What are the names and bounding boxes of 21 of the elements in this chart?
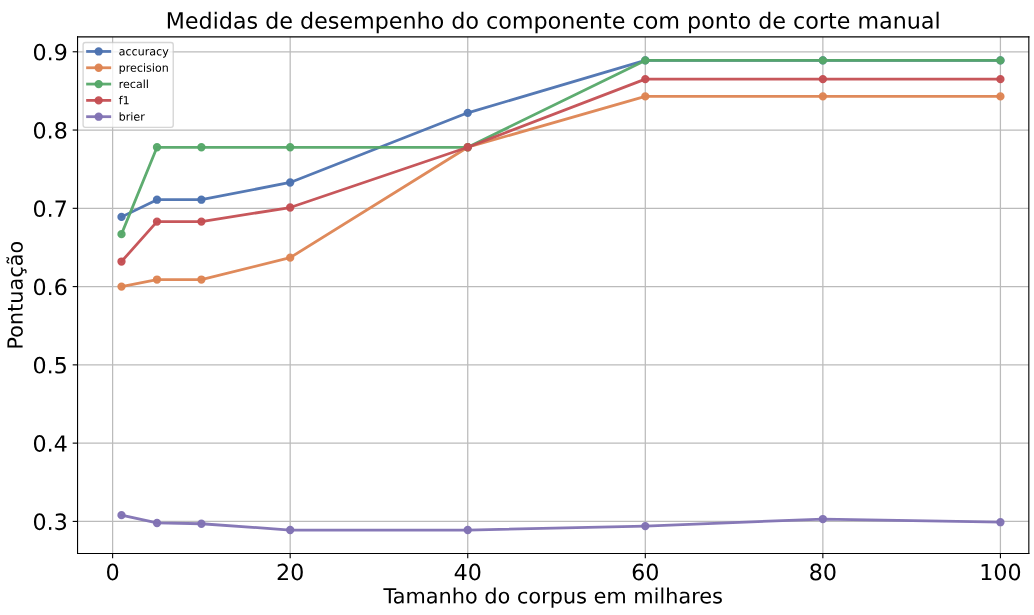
x-tick-label: 40 bbox=[454, 563, 481, 581]
legend-label: accuracy bbox=[119, 49, 169, 58]
x-tick-label: 100 bbox=[981, 563, 1021, 581]
legend-label: brier bbox=[119, 112, 145, 121]
x-tick-label: 60 bbox=[632, 563, 658, 581]
x-axis-title: Tamanho do corpus em milhares bbox=[383, 587, 722, 608]
y-tick-label: 0.7 bbox=[33, 200, 66, 218]
legend-label: precision bbox=[119, 63, 168, 74]
y-tick-label: 0.4 bbox=[33, 435, 67, 452]
y-tick-label: 0.9 bbox=[33, 43, 67, 61]
x-tick-label: 20 bbox=[277, 563, 303, 581]
x-tick-label: 0 bbox=[107, 563, 119, 581]
y-axis-title: Pontuação bbox=[6, 241, 27, 348]
chart-title: Medidas de desempenho do componente com ponto de corte manual bbox=[167, 11, 939, 34]
y-tick-label: 0.5 bbox=[33, 356, 66, 374]
y-tick-label: 0.3 bbox=[33, 513, 67, 531]
y-tick-label: 0.8 bbox=[33, 121, 67, 139]
y-tick-label: 0.6 bbox=[33, 278, 67, 296]
x-tick-label: 80 bbox=[810, 563, 836, 581]
legend-label: f1 bbox=[118, 95, 129, 105]
legend-label: recall bbox=[119, 79, 148, 89]
